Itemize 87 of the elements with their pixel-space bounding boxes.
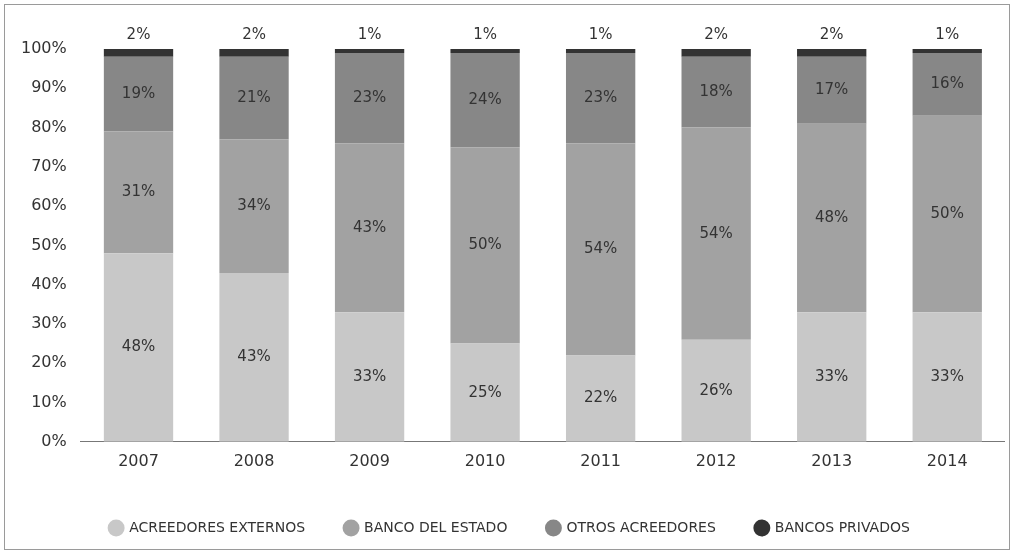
data-label: 2% (126, 24, 151, 43)
y-tick-label: 30% (31, 313, 67, 333)
data-label: 1% (588, 24, 613, 43)
data-label: 18% (699, 82, 733, 101)
data-label: 17% (815, 80, 849, 99)
x-tick-label: 2009 (349, 450, 390, 470)
x-tick-label: 2007 (118, 450, 159, 470)
bar (334, 49, 405, 53)
y-tick-label: 0% (41, 430, 67, 450)
bar (334, 52, 405, 144)
bar (797, 49, 867, 57)
x-tick-label: 2013 (811, 450, 853, 470)
bar (450, 147, 520, 344)
bar (450, 52, 520, 148)
bar (565, 52, 636, 144)
bar (681, 49, 751, 57)
bar (681, 127, 751, 340)
y-tick-label: 40% (31, 273, 67, 293)
data-label: 54% (583, 239, 618, 258)
x-tick-label: 2012 (695, 450, 737, 470)
bar (565, 143, 636, 356)
data-label: 43% (352, 217, 387, 236)
data-label: 1% (357, 24, 382, 43)
bar (565, 49, 636, 53)
data-label: 22% (583, 388, 618, 407)
bar (797, 123, 867, 313)
x-tick-label: 2010 (464, 450, 506, 470)
bar (219, 272, 289, 442)
bar (219, 139, 289, 273)
y-tick-label: 50% (31, 234, 67, 254)
data-label: 33% (930, 366, 964, 385)
bar (681, 56, 751, 128)
data-label: 50% (468, 235, 502, 254)
y-tick-label: 20% (31, 352, 67, 372)
y-tick-label: 80% (31, 116, 67, 136)
x-tick-label: 2008 (233, 450, 275, 470)
bar (797, 56, 867, 124)
bar (450, 343, 520, 442)
data-label: 33% (352, 366, 387, 385)
data-label: 23% (352, 87, 387, 106)
bar (334, 312, 405, 442)
bar (103, 49, 174, 57)
y-tick-label: 70% (31, 156, 67, 175)
bar (103, 253, 174, 442)
data-label: 2% (704, 24, 729, 43)
x-tick-label: 2011 (580, 450, 621, 470)
bar (219, 49, 289, 57)
y-tick-label: 60% (31, 195, 67, 215)
bar (912, 49, 982, 53)
data-label: 16% (930, 74, 964, 93)
x-tick-label: 2014 (926, 450, 968, 470)
data-label: 1% (473, 24, 497, 43)
legend-label: OTROS ACREEDORES (566, 518, 716, 535)
data-label: 24% (468, 89, 502, 108)
data-label: 48% (121, 337, 156, 356)
bar (565, 355, 636, 442)
data-label: 48% (815, 207, 849, 226)
data-label: 54% (699, 223, 733, 242)
bar (103, 56, 174, 132)
bar (912, 312, 982, 442)
data-label: 19% (121, 84, 156, 103)
bar (912, 52, 982, 116)
bar (797, 312, 867, 442)
data-label: 25% (468, 382, 502, 401)
data-label: 2% (242, 24, 266, 43)
legend-label: BANCOS PRIVADOS (774, 518, 910, 535)
data-label: 31% (121, 182, 156, 201)
data-label: 50% (930, 203, 964, 222)
data-label: 21% (237, 87, 271, 106)
data-label: 33% (815, 366, 849, 385)
data-label: 34% (237, 196, 271, 215)
bar (334, 143, 405, 313)
bar (450, 49, 520, 53)
data-label: 43% (237, 347, 271, 366)
bar (681, 339, 751, 442)
data-label: 1% (935, 24, 960, 43)
legend-label: BANCO DEL ESTADO (364, 518, 508, 535)
bar (103, 131, 174, 254)
y-tick-label: 100% (20, 38, 67, 58)
data-label: 23% (583, 87, 618, 106)
y-tick-label: 10% (31, 391, 67, 411)
bar (912, 115, 982, 313)
y-tick-label: 90% (31, 77, 67, 97)
legend-label: ACREEDORES EXTERNOS (129, 518, 306, 535)
data-label: 26% (699, 380, 733, 399)
data-label: 2% (819, 24, 844, 43)
bar (219, 56, 289, 140)
